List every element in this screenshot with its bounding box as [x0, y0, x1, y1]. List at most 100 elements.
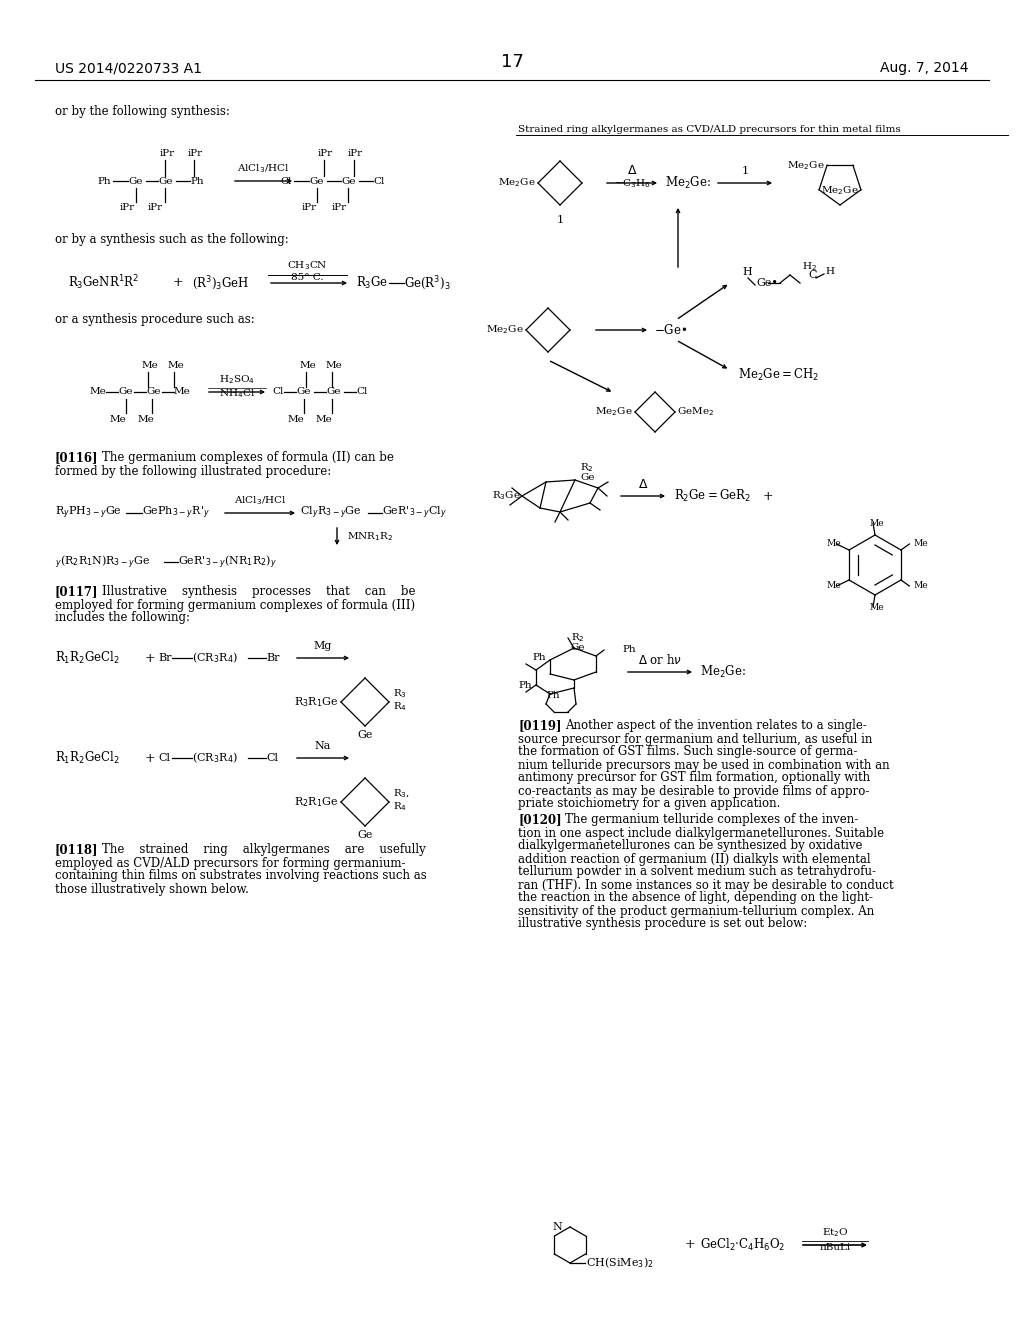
Text: or a synthesis procedure such as:: or a synthesis procedure such as:	[55, 314, 255, 326]
Text: iPr: iPr	[302, 203, 317, 213]
Text: R$_2$: R$_2$	[571, 631, 585, 644]
Text: formed by the following illustrated procedure:: formed by the following illustrated proc…	[55, 465, 331, 478]
Text: Cl: Cl	[158, 752, 170, 763]
Text: R$_y$PH$_{3-y}$Ge: R$_y$PH$_{3-y}$Ge	[55, 504, 122, 521]
Text: +: +	[144, 652, 156, 664]
Text: C: C	[808, 271, 816, 280]
Text: The germanium complexes of formula (II) can be: The germanium complexes of formula (II) …	[102, 451, 394, 465]
Text: Ge(R$^3$)$_3$: Ge(R$^3$)$_3$	[404, 275, 451, 292]
Text: sensitivity of the product germanium-tellurium complex. An: sensitivity of the product germanium-tel…	[518, 904, 874, 917]
Text: Ge: Ge	[158, 177, 172, 186]
Text: R$_3$Ge: R$_3$Ge	[356, 275, 388, 290]
Text: Ph: Ph	[518, 681, 531, 689]
Text: tellurium powder in a solvent medium such as tetrahydrofu-: tellurium powder in a solvent medium suc…	[518, 866, 876, 879]
Text: The germanium telluride complexes of the inven-: The germanium telluride complexes of the…	[565, 813, 858, 826]
Text: Et$_2$O: Et$_2$O	[821, 1226, 849, 1239]
Text: Na: Na	[314, 741, 331, 751]
Text: Me: Me	[826, 540, 841, 549]
Text: The    strained    ring    alkylgermanes    are    usefully: The strained ring alkylgermanes are usef…	[102, 843, 426, 857]
Text: GeMe$_2$: GeMe$_2$	[677, 405, 714, 418]
Text: Me$_2$Ge: Me$_2$Ge	[486, 323, 524, 337]
Text: R$_4$: R$_4$	[393, 801, 408, 813]
Text: Ph: Ph	[622, 645, 636, 655]
Text: Me: Me	[300, 360, 316, 370]
Text: the formation of GST films. Such single-source of germa-: the formation of GST films. Such single-…	[518, 746, 857, 759]
Text: iPr: iPr	[332, 203, 347, 213]
Text: tion in one aspect include dialkylgermanetellurones. Suitable: tion in one aspect include dialkylgerman…	[518, 826, 884, 840]
Text: Cl$_y$R$_{3-y}$Ge: Cl$_y$R$_{3-y}$Ge	[300, 504, 361, 521]
Text: Strained ring alkylgermanes as CVD/ALD precursors for thin metal films: Strained ring alkylgermanes as CVD/ALD p…	[518, 125, 901, 135]
Text: CH$_3$CN: CH$_3$CN	[287, 260, 328, 272]
Text: AlCl$_3$/HCl: AlCl$_3$/HCl	[233, 495, 287, 507]
Text: +: +	[173, 276, 183, 289]
Text: MNR$_1$R$_2$: MNR$_1$R$_2$	[347, 531, 393, 544]
Text: Me: Me	[826, 582, 841, 590]
Text: Me: Me	[174, 388, 190, 396]
Text: Ge: Ge	[118, 388, 132, 396]
Text: employed for forming germanium complexes of formula (III): employed for forming germanium complexes…	[55, 598, 415, 611]
Text: Cl: Cl	[272, 388, 284, 396]
Text: Ge: Ge	[128, 177, 142, 186]
Text: [0117]: [0117]	[55, 586, 98, 598]
Text: R$_2$R$_1$Ge: R$_2$R$_1$Ge	[294, 795, 338, 809]
Text: Me: Me	[138, 414, 155, 424]
Text: Mg: Mg	[313, 642, 332, 651]
Text: NH$_4$Cl: NH$_4$Cl	[219, 388, 255, 400]
Text: 85° C.: 85° C.	[291, 273, 324, 282]
Text: $-$C$_3$H$_6$: $-$C$_3$H$_6$	[613, 178, 650, 190]
Text: R$_2$: R$_2$	[580, 462, 594, 474]
Text: Me: Me	[869, 519, 885, 528]
Text: Me$_2$Ge:: Me$_2$Ge:	[665, 176, 711, 191]
Text: Br: Br	[266, 653, 280, 663]
Text: Illustrative    synthesis    processes    that    can    be: Illustrative synthesis processes that ca…	[102, 586, 416, 598]
Text: the reaction in the absence of light, depending on the light-: the reaction in the absence of light, de…	[518, 891, 873, 904]
Text: nium telluride precursors may be used in combination with an: nium telluride precursors may be used in…	[518, 759, 890, 771]
Text: Me$_2$Ge: Me$_2$Ge	[499, 177, 536, 189]
Text: Me: Me	[90, 388, 106, 396]
Text: (CR$_3$R$_4$): (CR$_3$R$_4$)	[193, 751, 238, 766]
Text: Cl: Cl	[373, 177, 384, 186]
Text: H: H	[825, 268, 834, 276]
Text: source precursor for germanium and tellurium, as useful in: source precursor for germanium and tellu…	[518, 733, 872, 746]
Text: or by the following synthesis:: or by the following synthesis:	[55, 106, 229, 119]
Text: Ge: Ge	[146, 388, 161, 396]
Text: illustrative synthesis procedure is set out below:: illustrative synthesis procedure is set …	[518, 917, 807, 931]
Text: employed as CVD/ALD precursors for forming germanium-: employed as CVD/ALD precursors for formi…	[55, 857, 406, 870]
Text: Me: Me	[316, 414, 333, 424]
Text: includes the following:: includes the following:	[55, 611, 190, 624]
Text: or by a synthesis such as the following:: or by a synthesis such as the following:	[55, 234, 289, 247]
Text: Me: Me	[913, 582, 928, 590]
Text: antimony precursor for GST film formation, optionally with: antimony precursor for GST film formatio…	[518, 771, 870, 784]
Text: [0118]: [0118]	[55, 843, 98, 857]
Text: Me: Me	[110, 414, 127, 424]
Text: +: +	[763, 490, 773, 503]
Text: Ge: Ge	[357, 830, 373, 840]
Text: those illustratively shown below.: those illustratively shown below.	[55, 883, 249, 895]
Text: Ge: Ge	[580, 474, 595, 483]
Text: Ge: Ge	[570, 644, 586, 652]
Text: iPr: iPr	[120, 203, 135, 213]
Text: priate stoichiometry for a given application.: priate stoichiometry for a given applica…	[518, 797, 780, 810]
Text: iPr: iPr	[318, 149, 333, 157]
Text: Ge: Ge	[326, 388, 341, 396]
Text: Me$_2$Ge$=$CH$_2$: Me$_2$Ge$=$CH$_2$	[738, 367, 819, 383]
Text: H$_2$: H$_2$	[802, 260, 817, 273]
Text: GeCl$_2$·C$_4$H$_6$O$_2$: GeCl$_2$·C$_4$H$_6$O$_2$	[700, 1237, 785, 1253]
Text: ran (THF). In some instances so it may be desirable to conduct: ran (THF). In some instances so it may b…	[518, 879, 894, 891]
Text: $_y$(R$_2$R$_1$N)R$_{3-y}$Ge: $_y$(R$_2$R$_1$N)R$_{3-y}$Ge	[55, 553, 151, 570]
Text: Me$_2$Ge: Me$_2$Ge	[595, 405, 633, 418]
Text: [0119]: [0119]	[518, 719, 561, 733]
Text: CH(SiMe$_3$)$_2$: CH(SiMe$_3$)$_2$	[586, 1255, 653, 1270]
Text: R$_1$R$_2$GeCl$_2$: R$_1$R$_2$GeCl$_2$	[55, 750, 120, 766]
Text: Me: Me	[288, 414, 305, 424]
Text: 17: 17	[501, 53, 523, 71]
Text: H$_2$SO$_4$: H$_2$SO$_4$	[219, 374, 255, 387]
Text: containing thin films on substrates involving reactions such as: containing thin films on substrates invo…	[55, 870, 427, 883]
Text: Ph: Ph	[97, 177, 111, 186]
Text: US 2014/0220733 A1: US 2014/0220733 A1	[55, 61, 202, 75]
Text: iPr: iPr	[348, 149, 364, 157]
Text: (R$^3$)$_3$GeH: (R$^3$)$_3$GeH	[193, 275, 250, 292]
Text: Me: Me	[913, 540, 928, 549]
Text: Ge: Ge	[309, 177, 324, 186]
Text: Aug. 7, 2014: Aug. 7, 2014	[880, 61, 968, 75]
